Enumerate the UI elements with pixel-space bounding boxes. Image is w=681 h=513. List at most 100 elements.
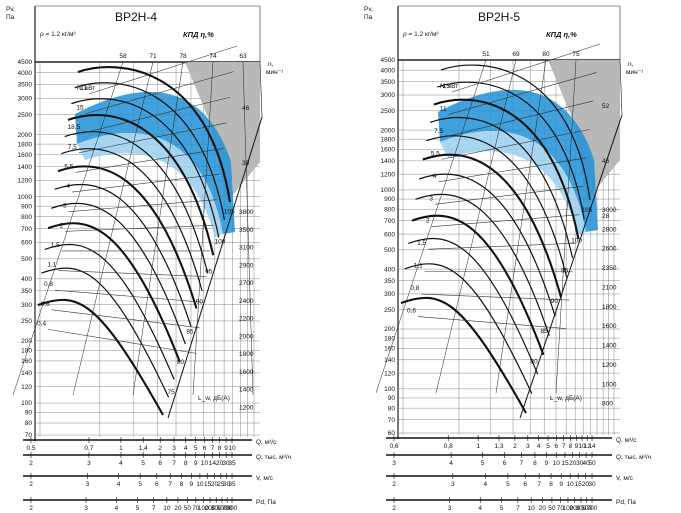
v-axis-tick-label: 20	[582, 481, 590, 488]
power-value-label: 1,1	[47, 262, 56, 269]
v-axis-label: V, м/с	[616, 475, 634, 482]
speed-curve	[77, 66, 232, 203]
speed-value-label: 2800	[602, 226, 617, 233]
pv-tick-label: 3500	[18, 82, 33, 89]
pd-axis-tick-label: 50	[184, 505, 192, 512]
pv-tick-label: 180	[384, 335, 395, 342]
pv-tick-label: 1000	[18, 194, 33, 201]
q2-axis-tick-label: 4	[119, 460, 123, 467]
pv-tick-label: 250	[384, 307, 395, 314]
chart-body: ВР2Н-5ρ = 1.2 кг/м³ КПД η,%Pv,Паn,мин⁻¹45…	[364, 5, 651, 512]
power-value-label: 11	[80, 85, 87, 92]
pd-axis-tick-label: 200	[205, 505, 216, 512]
speed-value-label: 2700	[239, 280, 254, 287]
pv-tick-label: 70	[25, 432, 33, 439]
pd-axis-tick-label: 300	[211, 505, 222, 512]
pd-axis-tick-label: 2	[29, 505, 33, 512]
speed-value-label: 2000	[239, 333, 254, 340]
speed-value-label: 2350	[602, 265, 617, 272]
speed-curve	[71, 98, 220, 238]
q-axis-tick-label: 2	[513, 443, 517, 450]
power-value-label: 0,8	[410, 285, 419, 292]
pv-tick-label: 90	[388, 395, 396, 402]
q2-axis-tick-label: 9	[545, 460, 549, 467]
speed-side-label: 52	[602, 103, 610, 110]
pv-tick-label: 1400	[381, 158, 396, 165]
q2-axis-tick-label: 8	[184, 460, 188, 467]
power-value-label: 15	[443, 83, 451, 90]
q2-axis-tick-label: 7	[172, 460, 176, 467]
power-value-label: 5,5	[64, 163, 73, 170]
pd-axis-tick-label: 20	[539, 505, 547, 512]
pd-axis-tick-label: 5	[136, 505, 140, 512]
pd-axis-tick-label: 100	[198, 505, 209, 512]
speed-side-label: 28	[602, 213, 610, 220]
q-axis-tick-label: 1	[476, 443, 480, 450]
pd-axis-tick-label: 500	[216, 505, 227, 512]
power-value-label: 2	[426, 218, 430, 225]
power-value-label: 0,6	[41, 301, 50, 308]
efficiency-tick-label: 74	[209, 53, 217, 60]
pv-tick-label: 100	[21, 400, 32, 407]
speed-value-label: 2600	[602, 246, 617, 253]
power-line	[421, 293, 570, 301]
pv-tick-label: 1200	[18, 178, 33, 185]
v-axis-tick-label: 4	[117, 481, 121, 488]
pv-tick-label: 120	[21, 384, 32, 391]
power-line	[431, 214, 580, 228]
pv-tick-label: 140	[21, 370, 32, 377]
pv-tick-label: 2000	[18, 132, 33, 139]
pv-tick-label: 4000	[18, 70, 33, 77]
q2-axis-tick-label: 5	[481, 460, 485, 467]
speed-curve	[422, 153, 562, 298]
pd-axis-tick-label: 5	[500, 505, 504, 512]
speed-axis-unit: мин⁻¹	[626, 69, 644, 76]
pd-axis-tick-label: 700	[587, 505, 598, 512]
efficiency-rays	[375, 59, 577, 394]
q-axis-tick-label: 10	[578, 443, 586, 450]
pd-axis-tick-label: 7	[516, 505, 520, 512]
pv-tick-label: 900	[21, 203, 32, 210]
noise-value-label: 80	[530, 358, 538, 365]
q2-axis-tick-label: 8	[533, 460, 537, 467]
v-axis-tick-label: 8	[180, 481, 184, 488]
speed-curve	[41, 267, 170, 398]
power-line	[71, 173, 221, 193]
pd-axis-tick-label: 500	[581, 505, 592, 512]
power-value-label: 0,6	[407, 308, 416, 315]
q-axis-tick-label: 3	[172, 445, 176, 452]
efficiency-tick-label: 78	[179, 53, 187, 60]
pv-tick-label: 80	[25, 420, 33, 427]
q-axis-tick-label: 6	[203, 445, 207, 452]
speed-curve	[51, 202, 186, 345]
pd-axis-tick-label: 50	[548, 505, 556, 512]
pv-tick-label: 80	[388, 405, 396, 412]
pv-axis-label: Pv,	[364, 6, 373, 13]
power-line	[445, 100, 594, 138]
power-value-label: 0,8	[44, 281, 53, 288]
noise-value-label: 100	[571, 237, 582, 244]
q-axis-tick-label: 9	[224, 445, 228, 452]
overload-zone	[548, 60, 620, 200]
speed-value-label: 2400	[239, 298, 254, 305]
power-line	[78, 122, 227, 154]
q2-axis-label: Q, тыс. м³/ч	[616, 454, 651, 461]
speed-value-label: 3800	[239, 209, 254, 216]
noise-value-label: 100	[215, 238, 226, 245]
q2-axis-label: Q, тыс. м³/ч	[256, 454, 291, 461]
efficiency-tick-label: 80	[542, 51, 550, 58]
speed-curve	[400, 296, 527, 414]
pv-tick-label: 1600	[18, 152, 33, 159]
speed-curve	[411, 214, 545, 356]
q2-axis-tick-label: 10	[201, 460, 209, 467]
v-axis-tick-label: 7	[168, 481, 172, 488]
power-line	[451, 43, 601, 93]
pd-axis-tick-label: 20	[174, 505, 182, 512]
v-axis-tick-label: 35	[228, 481, 236, 488]
speed-value-label: 1800	[602, 304, 617, 311]
pv-tick-label: 4500	[18, 59, 33, 66]
v-axis-tick-label: 20	[211, 481, 219, 488]
working-zone-secondary	[77, 132, 223, 238]
efficiency-ray	[375, 59, 487, 394]
